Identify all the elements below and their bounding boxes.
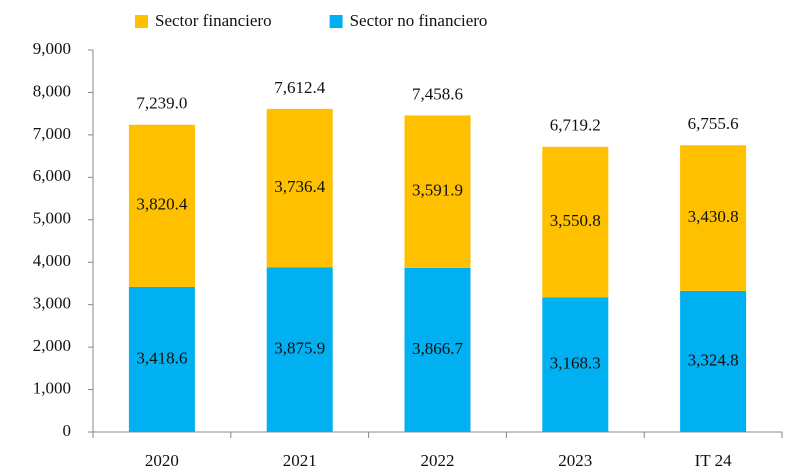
data-label: 3,591.9 bbox=[412, 181, 463, 200]
total-label: 7,612.4 bbox=[274, 78, 326, 97]
x-tick-label: 2020 bbox=[145, 451, 179, 470]
bar-segment bbox=[680, 145, 747, 291]
y-tick-label: 3,000 bbox=[33, 294, 71, 313]
legend-swatch bbox=[329, 15, 343, 28]
bar-segment bbox=[266, 267, 333, 432]
legend-label: Sector no financiero bbox=[350, 11, 488, 30]
legend-swatch bbox=[135, 15, 148, 28]
total-label: 6,719.2 bbox=[550, 116, 601, 135]
total-label: 7,458.6 bbox=[412, 84, 463, 103]
data-label: 3,168.3 bbox=[550, 354, 601, 373]
bar-segment bbox=[128, 124, 195, 287]
data-label: 3,324.8 bbox=[688, 350, 739, 369]
legend-label: Sector financiero bbox=[155, 11, 272, 30]
data-label: 3,430.8 bbox=[688, 207, 739, 226]
x-tick-label: 2023 bbox=[558, 451, 592, 470]
bar-segment bbox=[404, 115, 471, 268]
total-label: 6,755.6 bbox=[688, 114, 739, 133]
data-label: 3,736.4 bbox=[274, 177, 326, 196]
y-tick-label: 1,000 bbox=[33, 378, 71, 397]
data-label: 3,820.4 bbox=[136, 195, 188, 214]
y-tick-label: 7,000 bbox=[33, 124, 71, 143]
bar-segment bbox=[266, 108, 333, 268]
data-label: 3,875.9 bbox=[274, 339, 325, 358]
x-tick-label: 2021 bbox=[283, 451, 317, 470]
y-tick-label: 4,000 bbox=[33, 251, 71, 270]
data-label: 3,550.8 bbox=[550, 211, 601, 230]
y-tick-label: 8,000 bbox=[33, 81, 71, 100]
bar-segment bbox=[542, 146, 609, 298]
y-tick-label: 5,000 bbox=[33, 209, 71, 228]
y-tick-label: 2,000 bbox=[33, 336, 71, 355]
bar-segment bbox=[404, 267, 471, 432]
y-tick-label: 9,000 bbox=[33, 39, 71, 58]
y-tick-label: 6,000 bbox=[33, 166, 71, 185]
x-tick-label: IT 24 bbox=[695, 451, 732, 470]
bar-segment bbox=[128, 286, 195, 432]
bar-segment bbox=[680, 290, 747, 432]
total-label: 7,239.0 bbox=[136, 94, 187, 113]
x-tick-label: 2022 bbox=[421, 451, 455, 470]
data-label: 3,866.7 bbox=[412, 339, 464, 358]
bar-segment bbox=[542, 297, 609, 432]
y-tick-label: 0 bbox=[63, 421, 72, 440]
data-label: 3,418.6 bbox=[136, 348, 187, 367]
